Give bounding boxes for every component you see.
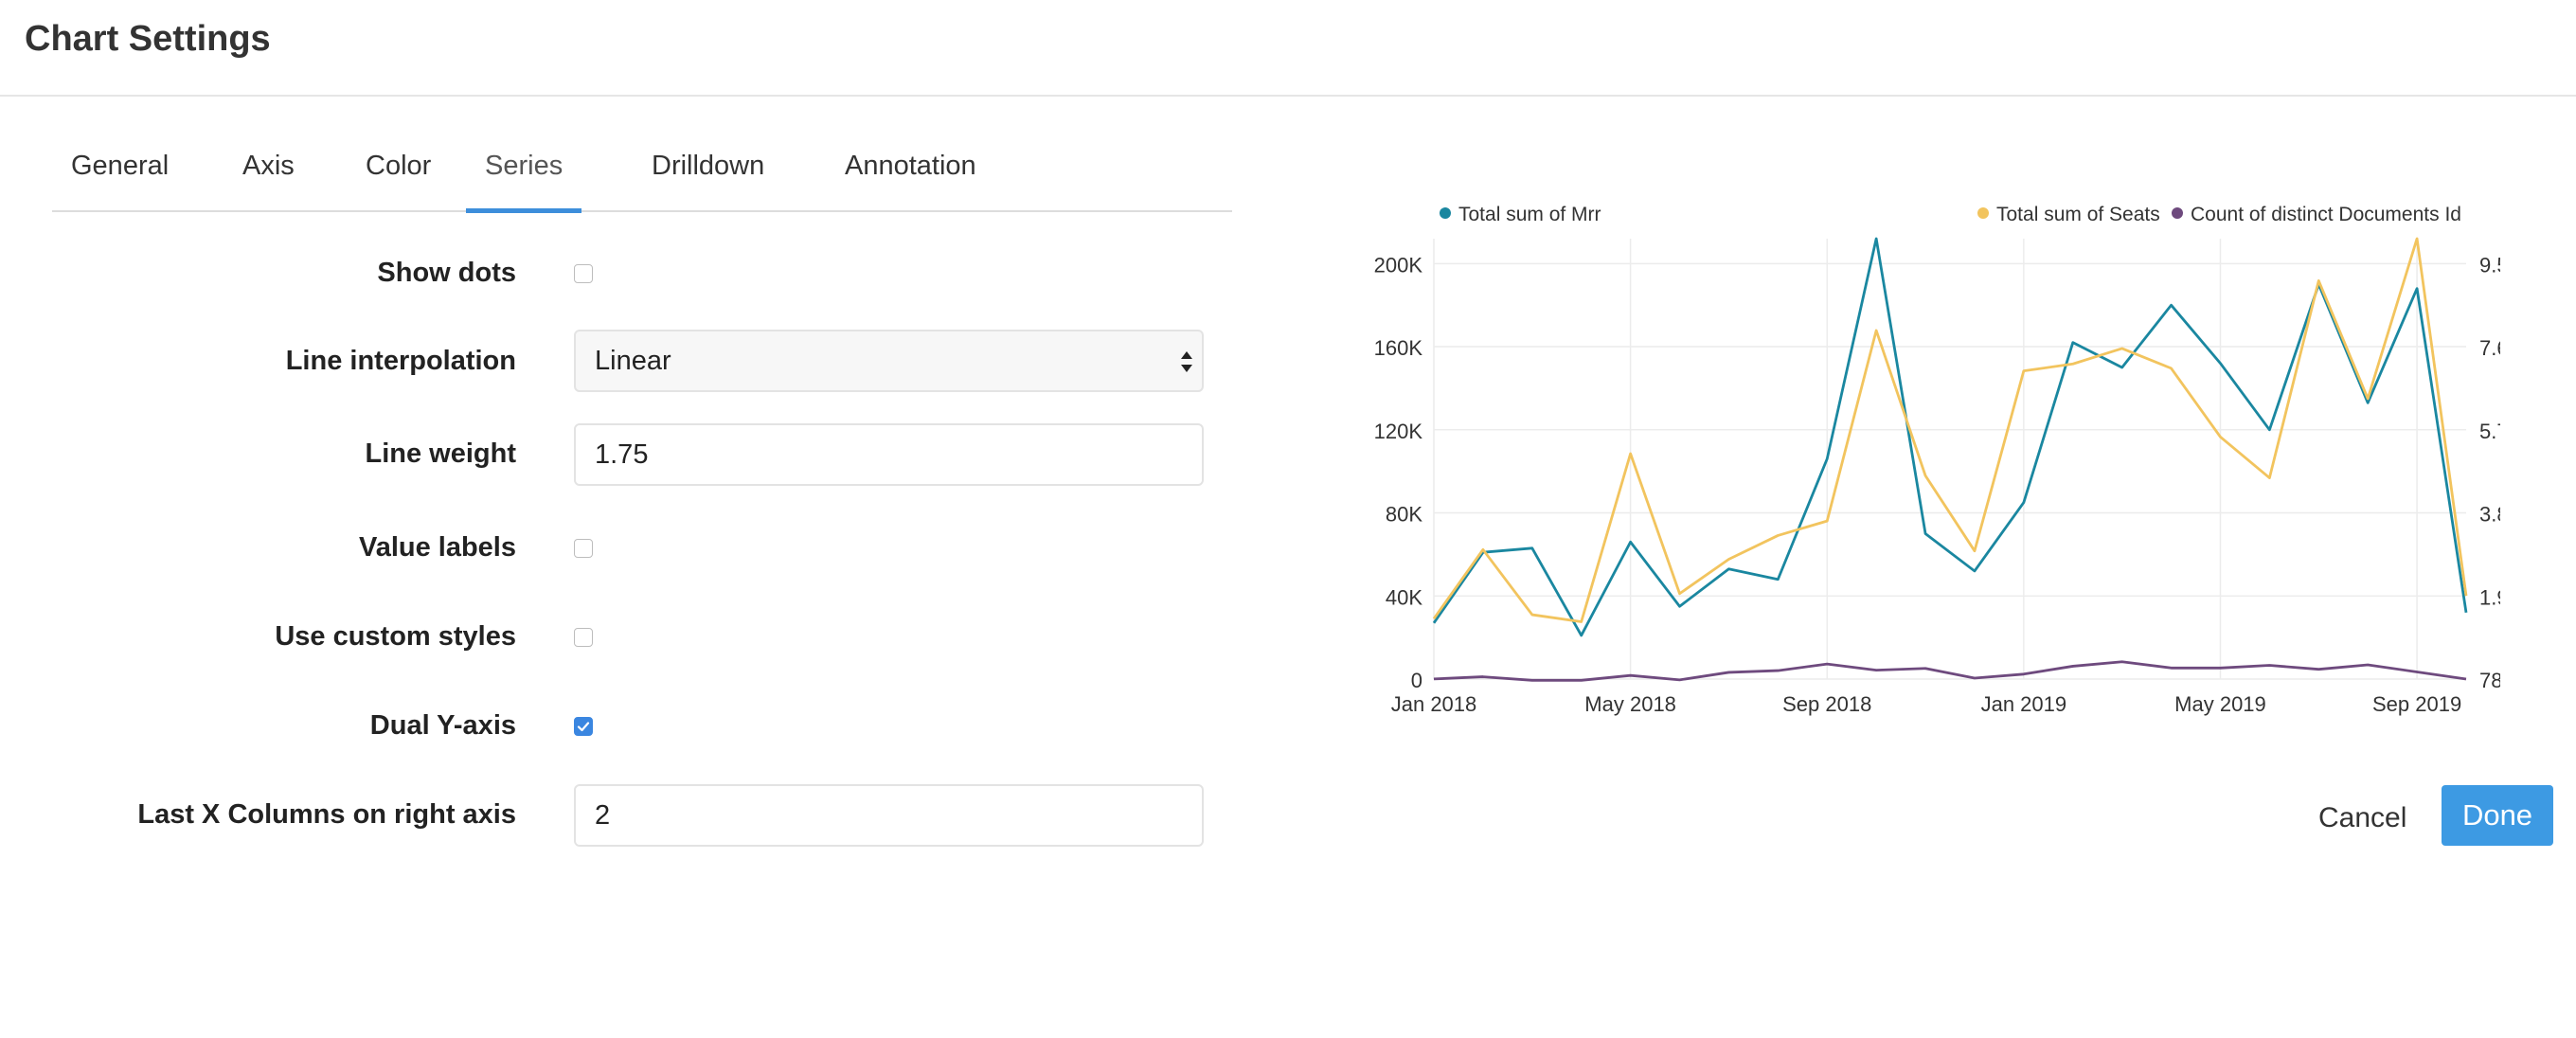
y-left-tick-label: 160K xyxy=(1374,336,1423,360)
legend-label-2: Total sum of Seats xyxy=(1996,204,2160,225)
line-interpolation-select[interactable]: Linear xyxy=(574,330,1204,392)
value-labels-checkbox[interactable] xyxy=(574,539,593,558)
x-tick-label: Jan 2018 xyxy=(1391,692,1477,716)
title-divider xyxy=(0,95,2576,97)
chart-preview: 0 78 40K 1.97K 80K 3.86K 120K 5.75K 160K 7.64K 200… xyxy=(1364,189,2534,739)
x-tick-label: Sep 2019 xyxy=(2372,692,2461,716)
tab-drilldown[interactable]: Drilldown xyxy=(652,151,765,181)
settings-tabs: General Axis Color Series Drilldown Anno… xyxy=(52,140,1232,213)
done-button[interactable]: Done xyxy=(2442,785,2553,846)
dual-y-axis-checkbox[interactable] xyxy=(574,717,593,736)
select-arrows-icon xyxy=(1181,351,1192,372)
line-interpolation-value: Linear xyxy=(595,346,671,376)
tab-color[interactable]: Color xyxy=(366,151,432,181)
dialog-title: Chart Settings xyxy=(25,19,271,59)
legend-label-1: Total sum of Mrr xyxy=(1458,204,1601,225)
dual-y-axis-label: Dual Y-axis xyxy=(369,710,516,741)
y-right-tick-label: 1.97K xyxy=(2479,585,2500,609)
x-tick-label: Sep 2018 xyxy=(1782,692,1871,716)
cancel-button[interactable]: Cancel xyxy=(2318,802,2407,833)
custom-styles-checkbox[interactable] xyxy=(574,628,593,647)
last-x-columns-label: Last X Columns on right axis xyxy=(137,799,516,830)
y-left-tick-label: 40K xyxy=(1386,585,1422,609)
custom-styles-label: Use custom styles xyxy=(275,621,516,652)
tab-series[interactable]: Series xyxy=(466,140,582,213)
y-left-tick-label: 200K xyxy=(1374,253,1423,277)
legend-marker-3 xyxy=(2172,207,2183,219)
y-left-tick-label: 0 xyxy=(1411,669,1422,692)
y-left-tick-label: 80K xyxy=(1386,503,1422,527)
checkmark-icon xyxy=(577,722,590,732)
y-right-tick-label: 5.75K xyxy=(2479,420,2500,443)
series-line-1 xyxy=(1432,237,2468,637)
y-right-tick-label: 78 xyxy=(2479,669,2500,692)
y-right-tick-label: 3.86K xyxy=(2479,503,2500,527)
legend-marker-1 xyxy=(1440,207,1451,219)
y-right-tick-label: 7.64K xyxy=(2479,336,2500,360)
x-tick-label: May 2018 xyxy=(1584,692,1676,716)
line-weight-input[interactable] xyxy=(574,423,1204,486)
series-line-2 xyxy=(1432,237,2468,623)
show-dots-label: Show dots xyxy=(377,258,516,288)
legend-label-3: Count of distinct Documents Id xyxy=(2191,204,2461,225)
tab-axis[interactable]: Axis xyxy=(242,151,295,181)
line-interpolation-label: Line interpolation xyxy=(285,346,516,376)
tab-general[interactable]: General xyxy=(71,151,170,181)
x-tick-label: May 2019 xyxy=(2174,692,2266,716)
series-line-3 xyxy=(1433,660,2467,682)
value-labels-label: Value labels xyxy=(358,532,516,563)
tab-annotation[interactable]: Annotation xyxy=(845,151,976,181)
legend-marker-2 xyxy=(1977,207,1989,219)
last-x-columns-input[interactable] xyxy=(574,784,1204,847)
show-dots-checkbox[interactable] xyxy=(574,264,593,283)
x-tick-label: Jan 2019 xyxy=(1981,692,2067,716)
y-right-tick-label: 9.53K xyxy=(2479,253,2500,277)
line-weight-label: Line weight xyxy=(365,438,517,469)
line-chart: 0 78 40K 1.97K 80K 3.86K 120K 5.75K 160K 7.64K 200… xyxy=(1374,204,2534,716)
y-left-tick-label: 120K xyxy=(1374,420,1423,443)
